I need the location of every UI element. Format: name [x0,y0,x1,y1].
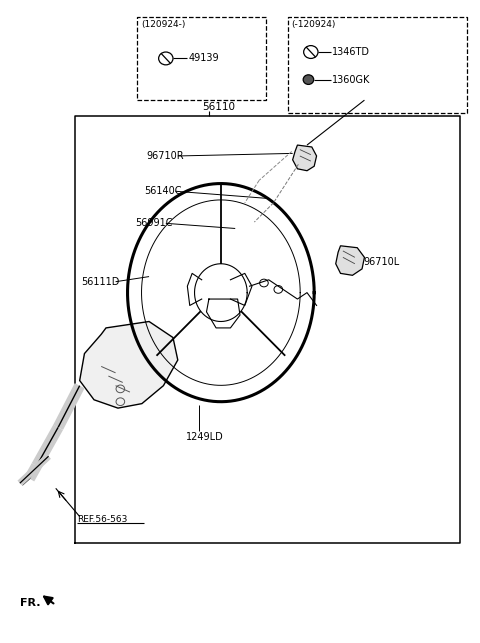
Text: 96710R: 96710R [147,151,184,161]
Text: 49139: 49139 [189,53,219,64]
Ellipse shape [303,75,314,84]
Text: 56991C: 56991C [135,219,172,228]
Text: 96710L: 96710L [363,257,399,267]
Text: 56111D: 56111D [81,276,120,287]
Text: 56140C: 56140C [144,186,182,196]
Text: 56110: 56110 [202,102,235,111]
Text: FR.: FR. [20,597,40,608]
Text: (-120924): (-120924) [292,20,336,29]
Polygon shape [336,246,364,275]
Text: 1249LD: 1249LD [186,432,224,442]
Text: 1346TD: 1346TD [332,47,371,57]
Text: 1360GK: 1360GK [332,75,371,85]
Text: REF.56-563: REF.56-563 [77,514,128,523]
Text: (120924-): (120924-) [141,20,185,29]
Polygon shape [80,322,178,408]
Polygon shape [293,145,317,171]
